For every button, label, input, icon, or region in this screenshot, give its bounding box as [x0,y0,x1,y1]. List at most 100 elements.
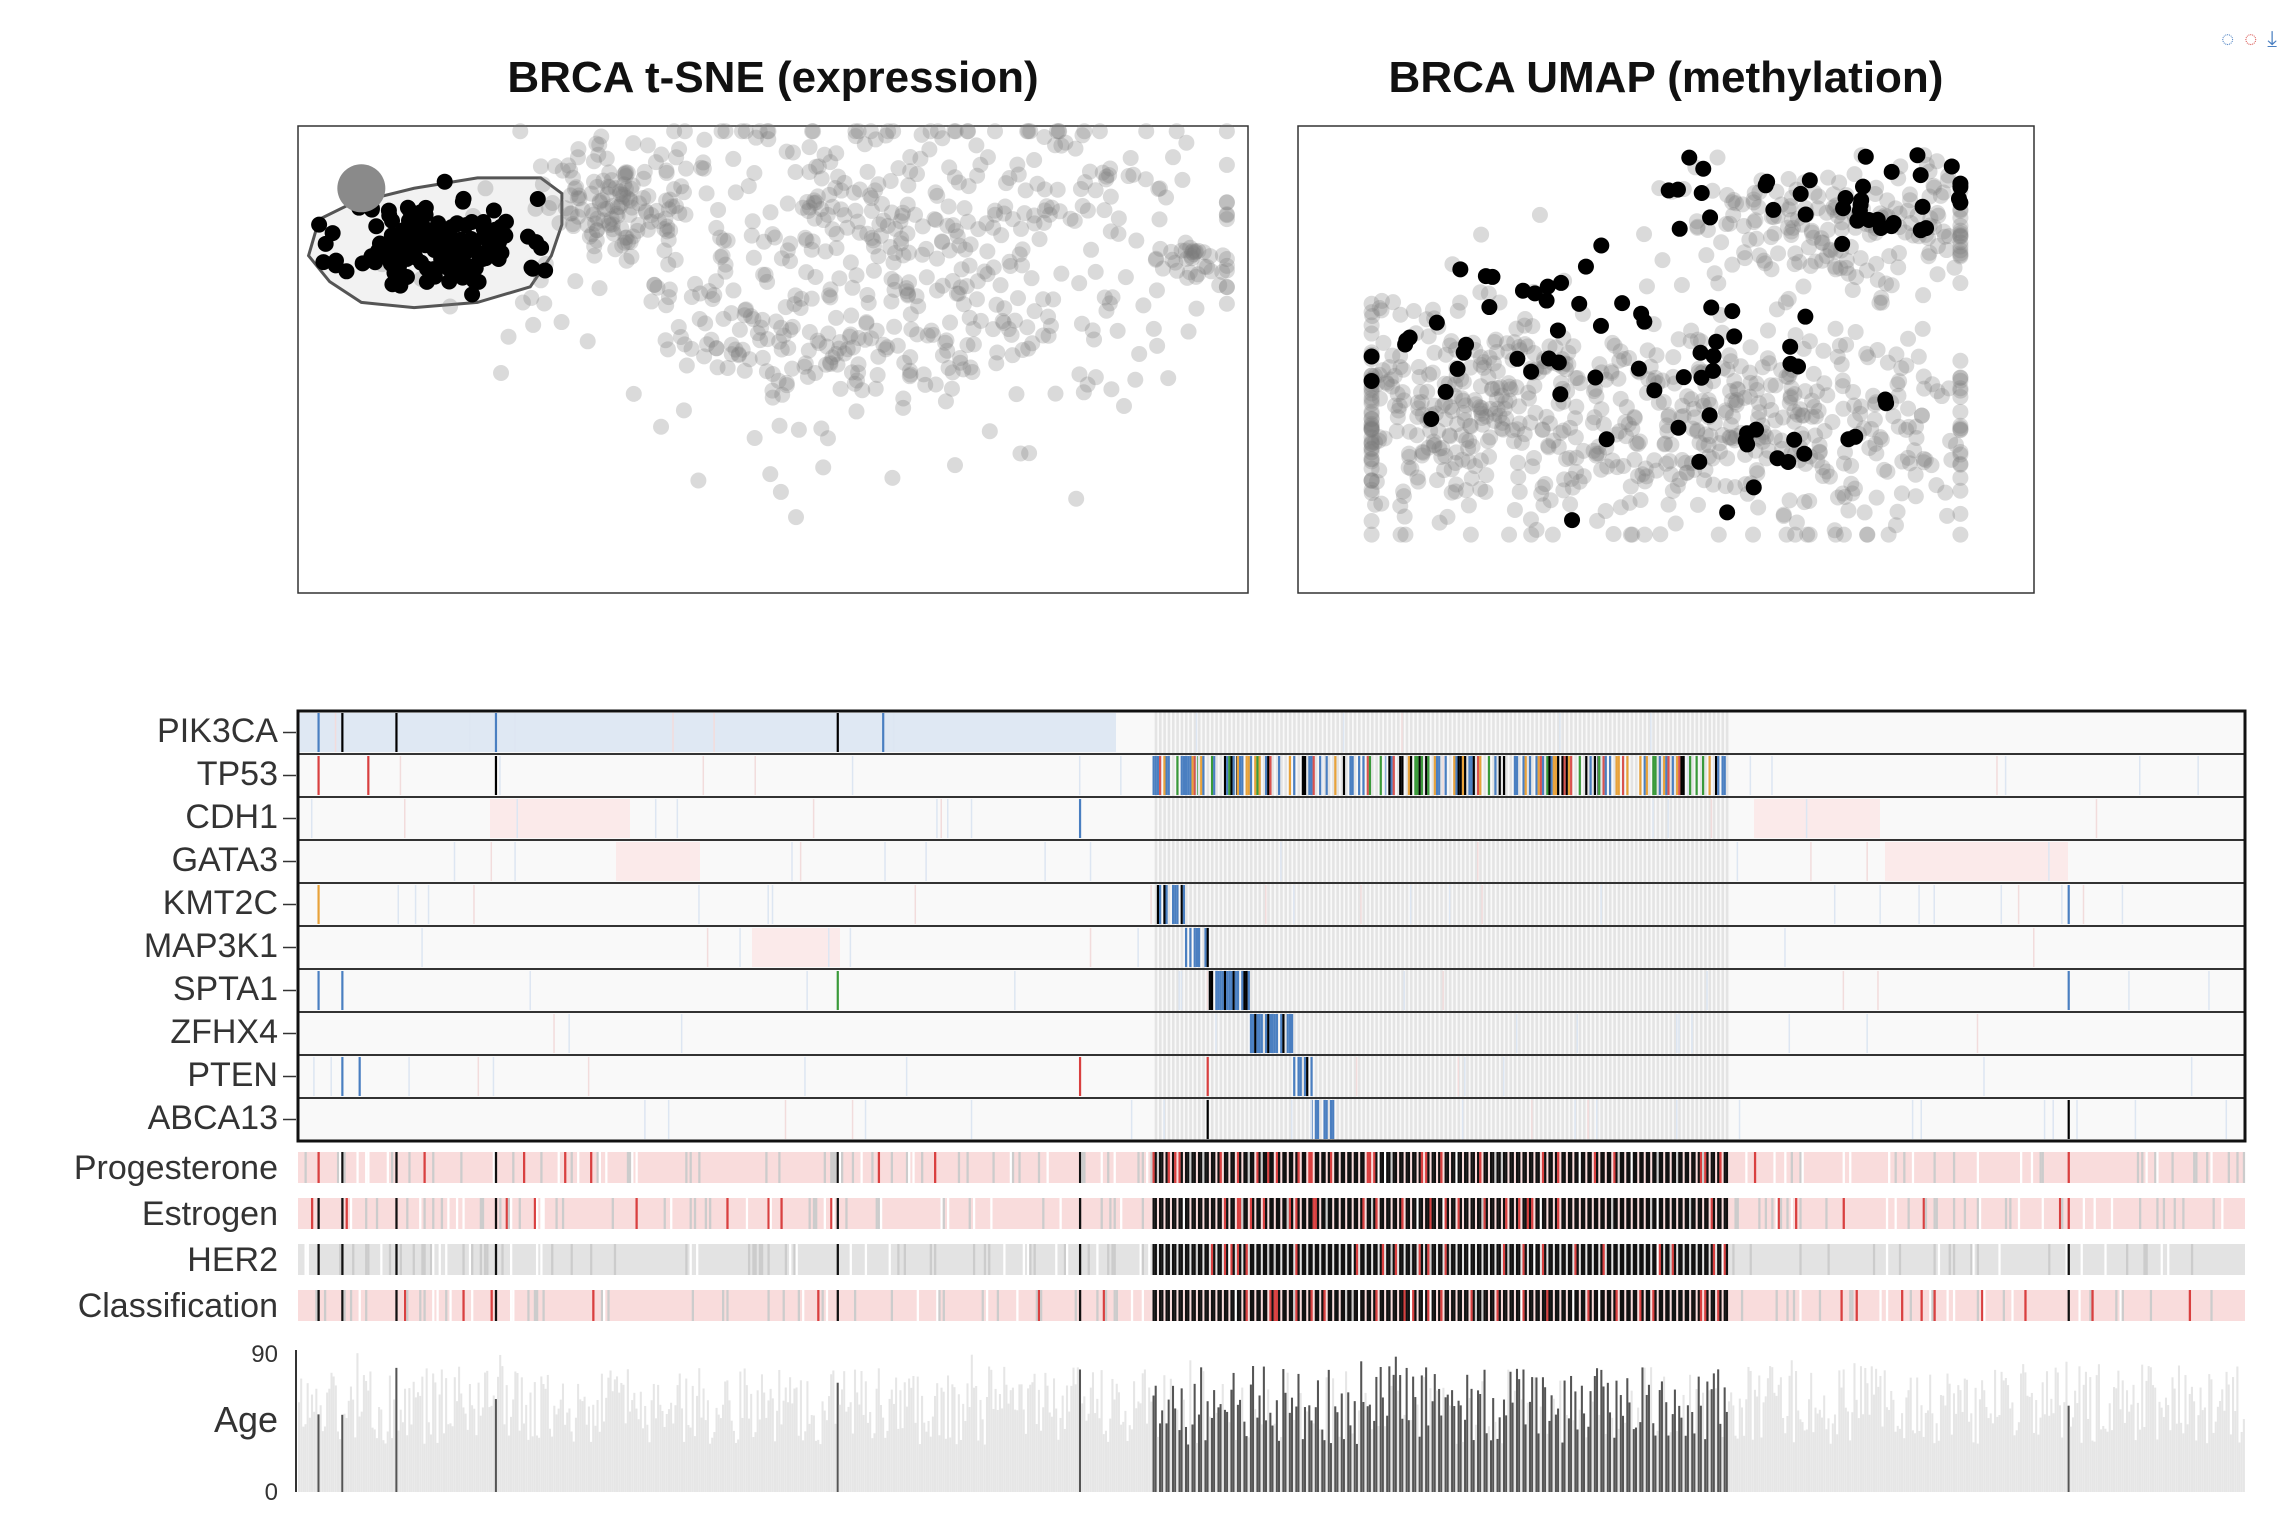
scatter-point [1724,303,1741,320]
scatter-point [1788,514,1805,531]
comment-red-icon[interactable]: ◌ [2244,26,2258,51]
age-bar [821,1401,824,1492]
scatter-point [1801,526,1818,543]
track-cell [1178,1244,1181,1275]
age-bar [447,1424,450,1492]
track-cell [1678,1290,1681,1321]
track-cell [1678,1244,1681,1275]
track-cell [1641,1244,1644,1275]
scatter-point [1552,424,1569,441]
mutation-mark [1477,842,1479,881]
track-cell [1427,1152,1430,1183]
age-bar [561,1383,564,1492]
scatter-point [1392,306,1409,323]
track-cell [1593,1244,1597,1275]
age-bar [810,1415,813,1492]
track-cell [1107,1152,1110,1183]
scatter-point [1400,459,1417,476]
scatter-point [890,160,907,177]
age-bar [1838,1370,1841,1492]
track-cell [1271,1152,1274,1183]
scatter-point [1724,430,1741,447]
scatter-point [1952,227,1969,244]
age-bar [317,1414,320,1492]
scatter-point [1885,408,1902,425]
age-bar [1126,1440,1129,1492]
age-bar [2115,1388,2118,1492]
track-cell [1191,1244,1194,1275]
age-bar [1329,1443,1332,1492]
scatter-point [883,204,900,221]
track-cell [1321,1198,1324,1229]
scatter-point [1413,384,1430,401]
age-bar [2048,1415,2051,1492]
age-bar [2000,1371,2003,1492]
age-bar [914,1422,917,1492]
track-cell [380,1244,383,1275]
age-bar [1788,1375,1791,1492]
track-cell [598,1152,601,1183]
scatter-point [1472,402,1489,419]
age-bar [1855,1399,1858,1492]
track-cell [1161,1290,1164,1321]
scatter-point [1845,384,1862,401]
track-cell [635,1152,638,1183]
scatter-point [596,201,613,218]
scatter-point [470,273,487,290]
track-cell [1152,1152,1155,1183]
scatter-point [1869,271,1886,288]
track-cell [1113,1290,1116,1321]
track-cell [343,1290,346,1321]
age-bar [2074,1390,2077,1492]
age-bar [382,1440,385,1492]
mutation-mark [1401,713,1403,752]
track-cell [1719,1152,1722,1183]
track-cell [1429,1198,1432,1229]
download-icon[interactable]: ⤓ [2267,26,2277,51]
scatter-point [1724,408,1741,425]
scatter-point [764,226,781,243]
scatter-point [1780,170,1797,187]
scatter-point [950,174,967,191]
track-cell [1217,1244,1220,1275]
mutation-mark [1546,756,1549,795]
scatter-point [1655,394,1672,411]
age-bar [1507,1369,1510,1492]
mutation-mark [1810,842,1812,881]
track-cell [1197,1290,1201,1321]
track-cell [1602,1152,1605,1183]
track-cell [1167,1198,1170,1229]
age-bar [925,1431,928,1492]
mutation-mark [1290,1014,1294,1053]
scatter-point [1534,421,1551,438]
age-bar [1795,1370,1798,1492]
track-cell [2067,1198,2070,1229]
track-cell [1265,1198,1268,1229]
scatter-point [1019,123,1036,140]
mutation-mark [851,1100,854,1139]
track-cell [1509,1290,1512,1321]
scatter-point [1555,422,1572,439]
comment-blue-icon[interactable]: ◌ [2221,26,2235,51]
track-cell [1154,1244,1157,1275]
age-bar [1608,1412,1612,1492]
mutation-mark [1137,928,1139,967]
scatter-point [1010,166,1027,183]
track-cell [1288,1152,1292,1183]
track-cell [1167,1152,1170,1183]
track-cell [1336,1152,1339,1183]
track-cell [1596,1244,1599,1275]
track-cell [1405,1244,1408,1275]
age-bar [799,1380,802,1492]
scatter-point [733,123,750,140]
age-bar [1474,1424,1477,1492]
mutation-mark [1206,971,1209,1010]
age-bar [1965,1379,1968,1492]
track-cell [1706,1198,1709,1229]
scatter-point [1723,392,1740,409]
scatter-point [454,269,471,286]
scatter-point [1638,468,1655,485]
mutation-mark [397,885,400,924]
track-cell [1217,1152,1220,1183]
mutation-mark [468,713,471,752]
